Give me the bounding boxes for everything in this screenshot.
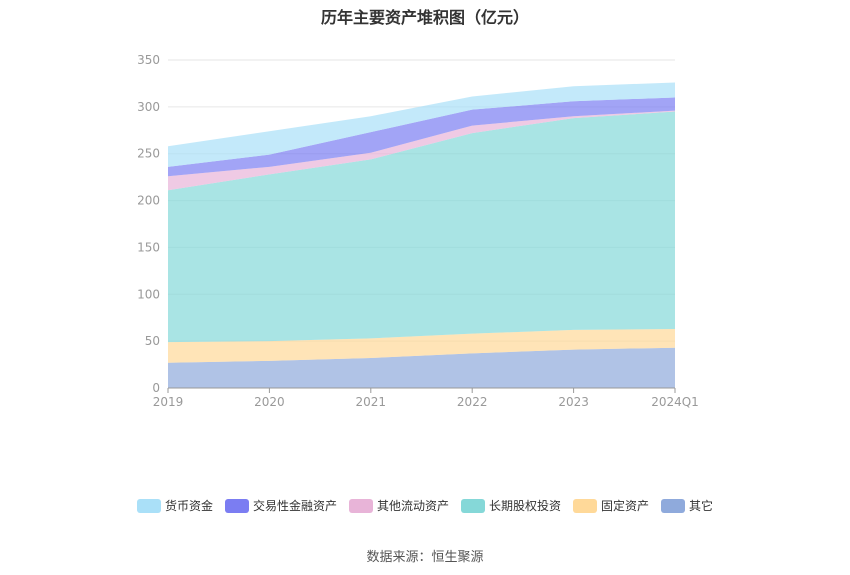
y-tick-label: 150 [137, 240, 160, 254]
x-tick-label: 2023 [558, 395, 589, 409]
legend-item[interactable]: 固定资产 [573, 497, 649, 514]
area-series-0 [168, 347, 675, 388]
area-series-4 [168, 97, 675, 177]
area-series-3 [168, 110, 675, 191]
chart-title: 历年主要资产堆积图（亿元） [320, 8, 529, 27]
legend-label: 固定资产 [601, 499, 650, 513]
legend-swatch [136, 498, 161, 513]
legend-item[interactable]: 其它 [661, 497, 713, 514]
x-tick-label: 2022 [457, 395, 488, 409]
y-tick-label: 350 [137, 53, 160, 67]
legend-label: 其它 [689, 499, 714, 513]
legend-label: 其他流动资产 [376, 499, 449, 513]
area-series-2 [168, 111, 675, 343]
legend-swatch [461, 498, 485, 513]
legend-label: 长期股权投资 [489, 499, 562, 513]
x-tick-label: 2021 [356, 395, 387, 409]
legend-item[interactable]: 货币资金 [136, 497, 213, 514]
legend-swatch [224, 498, 249, 513]
area-series-1 [168, 328, 675, 363]
area-series-5 [168, 82, 675, 167]
y-tick-label: 200 [137, 194, 160, 208]
x-tick-label: 2024Q1 [651, 395, 699, 409]
chart-plot: 0 50 100 150 200 250 300 350 2019 2020 2021 2022 202… [137, 53, 699, 409]
y-tick-label: 50 [145, 334, 160, 348]
legend-item[interactable]: 交易性金融资产 [224, 497, 337, 514]
y-tick-label: 0 [152, 381, 160, 395]
data-source: 数据来源：恒生聚源 [366, 550, 484, 565]
x-tick-label: 2020 [254, 395, 285, 409]
y-tick-label: 100 [137, 287, 160, 301]
legend-swatch [348, 498, 373, 513]
y-tick-label: 250 [137, 147, 160, 161]
legend-label: 交易性金融资产 [252, 499, 337, 513]
legend-item[interactable]: 其他流动资产 [348, 497, 449, 514]
chart-legend: 货币资金 交易性金融资产 其他流动资产 长期股权投资 固定资产 其它 [0, 497, 850, 514]
legend-item[interactable]: 长期股权投资 [461, 497, 561, 514]
y-tick-label: 300 [137, 100, 160, 114]
legend-swatch [661, 498, 686, 513]
legend-label: 货币资金 [164, 499, 213, 513]
legend-swatch [573, 498, 598, 513]
x-tick-label: 2019 [153, 395, 184, 409]
